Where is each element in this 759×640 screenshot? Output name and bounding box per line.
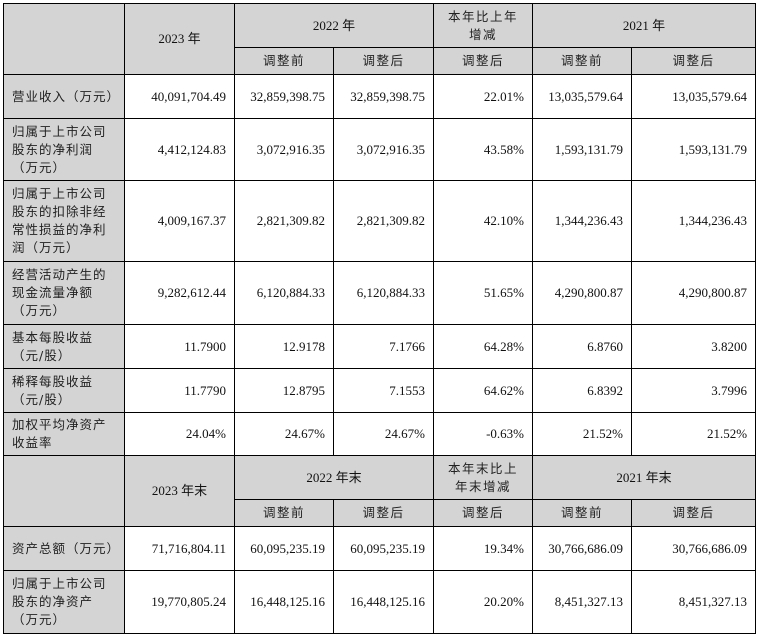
value-change: 64.28% bbox=[433, 324, 534, 369]
value-2022-before: 3,072,916.35 bbox=[234, 118, 334, 181]
value-2021-before: 1,344,236.43 bbox=[532, 180, 633, 262]
value-2021-after: 21.52% bbox=[631, 412, 757, 456]
value-2022-after: 7.1766 bbox=[332, 324, 435, 369]
value-2023: 9,282,612.44 bbox=[124, 261, 235, 325]
row-label: 归属于上市公司股东的扣除非经常性损益的净利润（万元） bbox=[3, 180, 125, 262]
table-row-weighted-roe: 加权平均净资产收益率 24.04% 24.67% 24.67% -0.63% 2… bbox=[3, 412, 757, 456]
value-change: 64.62% bbox=[433, 368, 534, 413]
value-2021-after: 1,593,131.79 bbox=[631, 118, 757, 181]
value-2021-after: 3.8200 bbox=[631, 324, 757, 369]
header-2023: 2023 年 bbox=[124, 3, 235, 75]
subheader-2022-before: 调整前 bbox=[234, 47, 334, 75]
value-2022-before: 32,859,398.75 bbox=[234, 74, 334, 119]
row-label: 基本每股收益（元/股） bbox=[3, 324, 125, 369]
value-2021-end-before: 8,451,327.13 bbox=[532, 570, 633, 634]
header-2021-end: 2021 年末 bbox=[532, 455, 757, 500]
key-financial-data-table: 2023 年 2022 年 本年比上年增减 2021 年 调整前 调整后 调整后… bbox=[3, 3, 757, 634]
header-blank-cell-2 bbox=[3, 455, 125, 527]
value-2021-end-after: 8,451,327.13 bbox=[631, 570, 757, 634]
table-row-total-assets: 资产总额（万元） 71,716,804.11 60,095,235.19 60,… bbox=[3, 526, 757, 571]
value-2021-before: 1,593,131.79 bbox=[532, 118, 633, 181]
subheader-2022-after: 调整后 bbox=[332, 47, 435, 75]
value-change: 42.10% bbox=[433, 180, 534, 262]
value-2023: 11.7790 bbox=[124, 368, 235, 413]
row-label: 资产总额（万元） bbox=[3, 526, 125, 571]
value-change: 22.01% bbox=[433, 74, 534, 119]
value-2022-after: 3,072,916.35 bbox=[332, 118, 435, 181]
value-2021-before: 13,035,579.64 bbox=[532, 74, 633, 119]
row-label: 营业收入（万元） bbox=[3, 74, 125, 119]
header-2023-end: 2023 年末 bbox=[124, 455, 235, 527]
subheader-2021-before: 调整前 bbox=[532, 47, 633, 75]
value-2022-before: 24.67% bbox=[234, 412, 334, 456]
value-2022-after: 24.67% bbox=[332, 412, 435, 456]
value-end-change: 19.34% bbox=[433, 526, 534, 571]
row-label: 经营活动产生的现金流量净额（万元） bbox=[3, 261, 125, 325]
table-row-net-assets: 归属于上市公司股东的净资产（万元） 19,770,805.24 16,448,1… bbox=[3, 570, 757, 634]
value-2022-end-before: 16,448,125.16 bbox=[234, 570, 334, 634]
value-2022-after: 7.1553 bbox=[332, 368, 435, 413]
table-row-operating-cash-flow: 经营活动产生的现金流量净额（万元） 9,282,612.44 6,120,884… bbox=[3, 261, 757, 325]
value-2021-end-before: 30,766,686.09 bbox=[532, 526, 633, 571]
value-end-change: 20.20% bbox=[433, 570, 534, 634]
value-2022-after: 32,859,398.75 bbox=[332, 74, 435, 119]
header-2021: 2021 年 bbox=[532, 3, 757, 48]
row-label: 归属于上市公司股东的净资产（万元） bbox=[3, 570, 125, 634]
subheader-2022-end-after: 调整后 bbox=[332, 499, 435, 527]
subheader-2021-end-after: 调整后 bbox=[631, 499, 757, 527]
value-2021-before: 6.8392 bbox=[532, 368, 633, 413]
value-2021-before: 4,290,800.87 bbox=[532, 261, 633, 325]
value-2022-after: 6,120,884.33 bbox=[332, 261, 435, 325]
header-yoy-end-change: 本年末比上年末增减 bbox=[433, 455, 534, 500]
subheader-change-after: 调整后 bbox=[433, 47, 534, 75]
header-2022: 2022 年 bbox=[233, 3, 435, 48]
value-2023: 4,009,167.37 bbox=[124, 180, 235, 262]
row-label: 归属于上市公司股东的净利润（万元） bbox=[3, 118, 125, 181]
subheader-2021-end-before: 调整前 bbox=[532, 499, 633, 527]
table-row-revenue: 营业收入（万元） 40,091,704.49 32,859,398.75 32,… bbox=[3, 74, 757, 119]
value-2022-before: 12.9178 bbox=[234, 324, 334, 369]
header-blank-cell bbox=[3, 3, 125, 75]
value-2021-after: 4,290,800.87 bbox=[631, 261, 757, 325]
value-2021-after: 3.7996 bbox=[631, 368, 757, 413]
value-2022-after: 2,821,309.82 bbox=[332, 180, 435, 262]
subheader-end-change-after: 调整后 bbox=[433, 499, 534, 527]
value-2021-after: 1,344,236.43 bbox=[631, 180, 757, 262]
value-2021-before: 21.52% bbox=[532, 412, 633, 456]
value-2023: 40,091,704.49 bbox=[124, 74, 235, 119]
row-label: 稀释每股收益（元/股） bbox=[3, 368, 125, 413]
table-row-net-profit-excl-nonrecurring: 归属于上市公司股东的扣除非经常性损益的净利润（万元） 4,009,167.37 … bbox=[3, 180, 757, 262]
value-2022-end-after: 16,448,125.16 bbox=[332, 570, 435, 634]
value-2022-before: 2,821,309.82 bbox=[234, 180, 334, 262]
subheader-2021-after: 调整后 bbox=[631, 47, 757, 75]
value-change: 43.58% bbox=[433, 118, 534, 181]
subheader-2022-end-before: 调整前 bbox=[234, 499, 334, 527]
value-2021-end-after: 30,766,686.09 bbox=[631, 526, 757, 571]
value-2022-end-after: 60,095,235.19 bbox=[332, 526, 435, 571]
row-label: 加权平均净资产收益率 bbox=[3, 412, 125, 456]
value-change: -0.63% bbox=[433, 412, 534, 456]
header-yoy-change: 本年比上年增减 bbox=[433, 3, 534, 48]
value-2022-before: 6,120,884.33 bbox=[234, 261, 334, 325]
table-row-basic-eps: 基本每股收益（元/股） 11.7900 12.9178 7.1766 64.28… bbox=[3, 324, 757, 369]
value-2023-end: 71,716,804.11 bbox=[124, 526, 235, 571]
value-2022-before: 12.8795 bbox=[234, 368, 334, 413]
table-row-net-profit: 归属于上市公司股东的净利润（万元） 4,412,124.83 3,072,916… bbox=[3, 118, 757, 181]
value-change: 51.65% bbox=[433, 261, 534, 325]
value-2021-before: 6.8760 bbox=[532, 324, 633, 369]
value-2021-after: 13,035,579.64 bbox=[631, 74, 757, 119]
value-2023-end: 19,770,805.24 bbox=[124, 570, 235, 634]
header-2022-end: 2022 年末 bbox=[233, 455, 435, 500]
value-2023: 24.04% bbox=[124, 412, 235, 456]
value-2023: 11.7900 bbox=[124, 324, 235, 369]
value-2023: 4,412,124.83 bbox=[124, 118, 235, 181]
value-2022-end-before: 60,095,235.19 bbox=[234, 526, 334, 571]
table-row-diluted-eps: 稀释每股收益（元/股） 11.7790 12.8795 7.1553 64.62… bbox=[3, 368, 757, 413]
